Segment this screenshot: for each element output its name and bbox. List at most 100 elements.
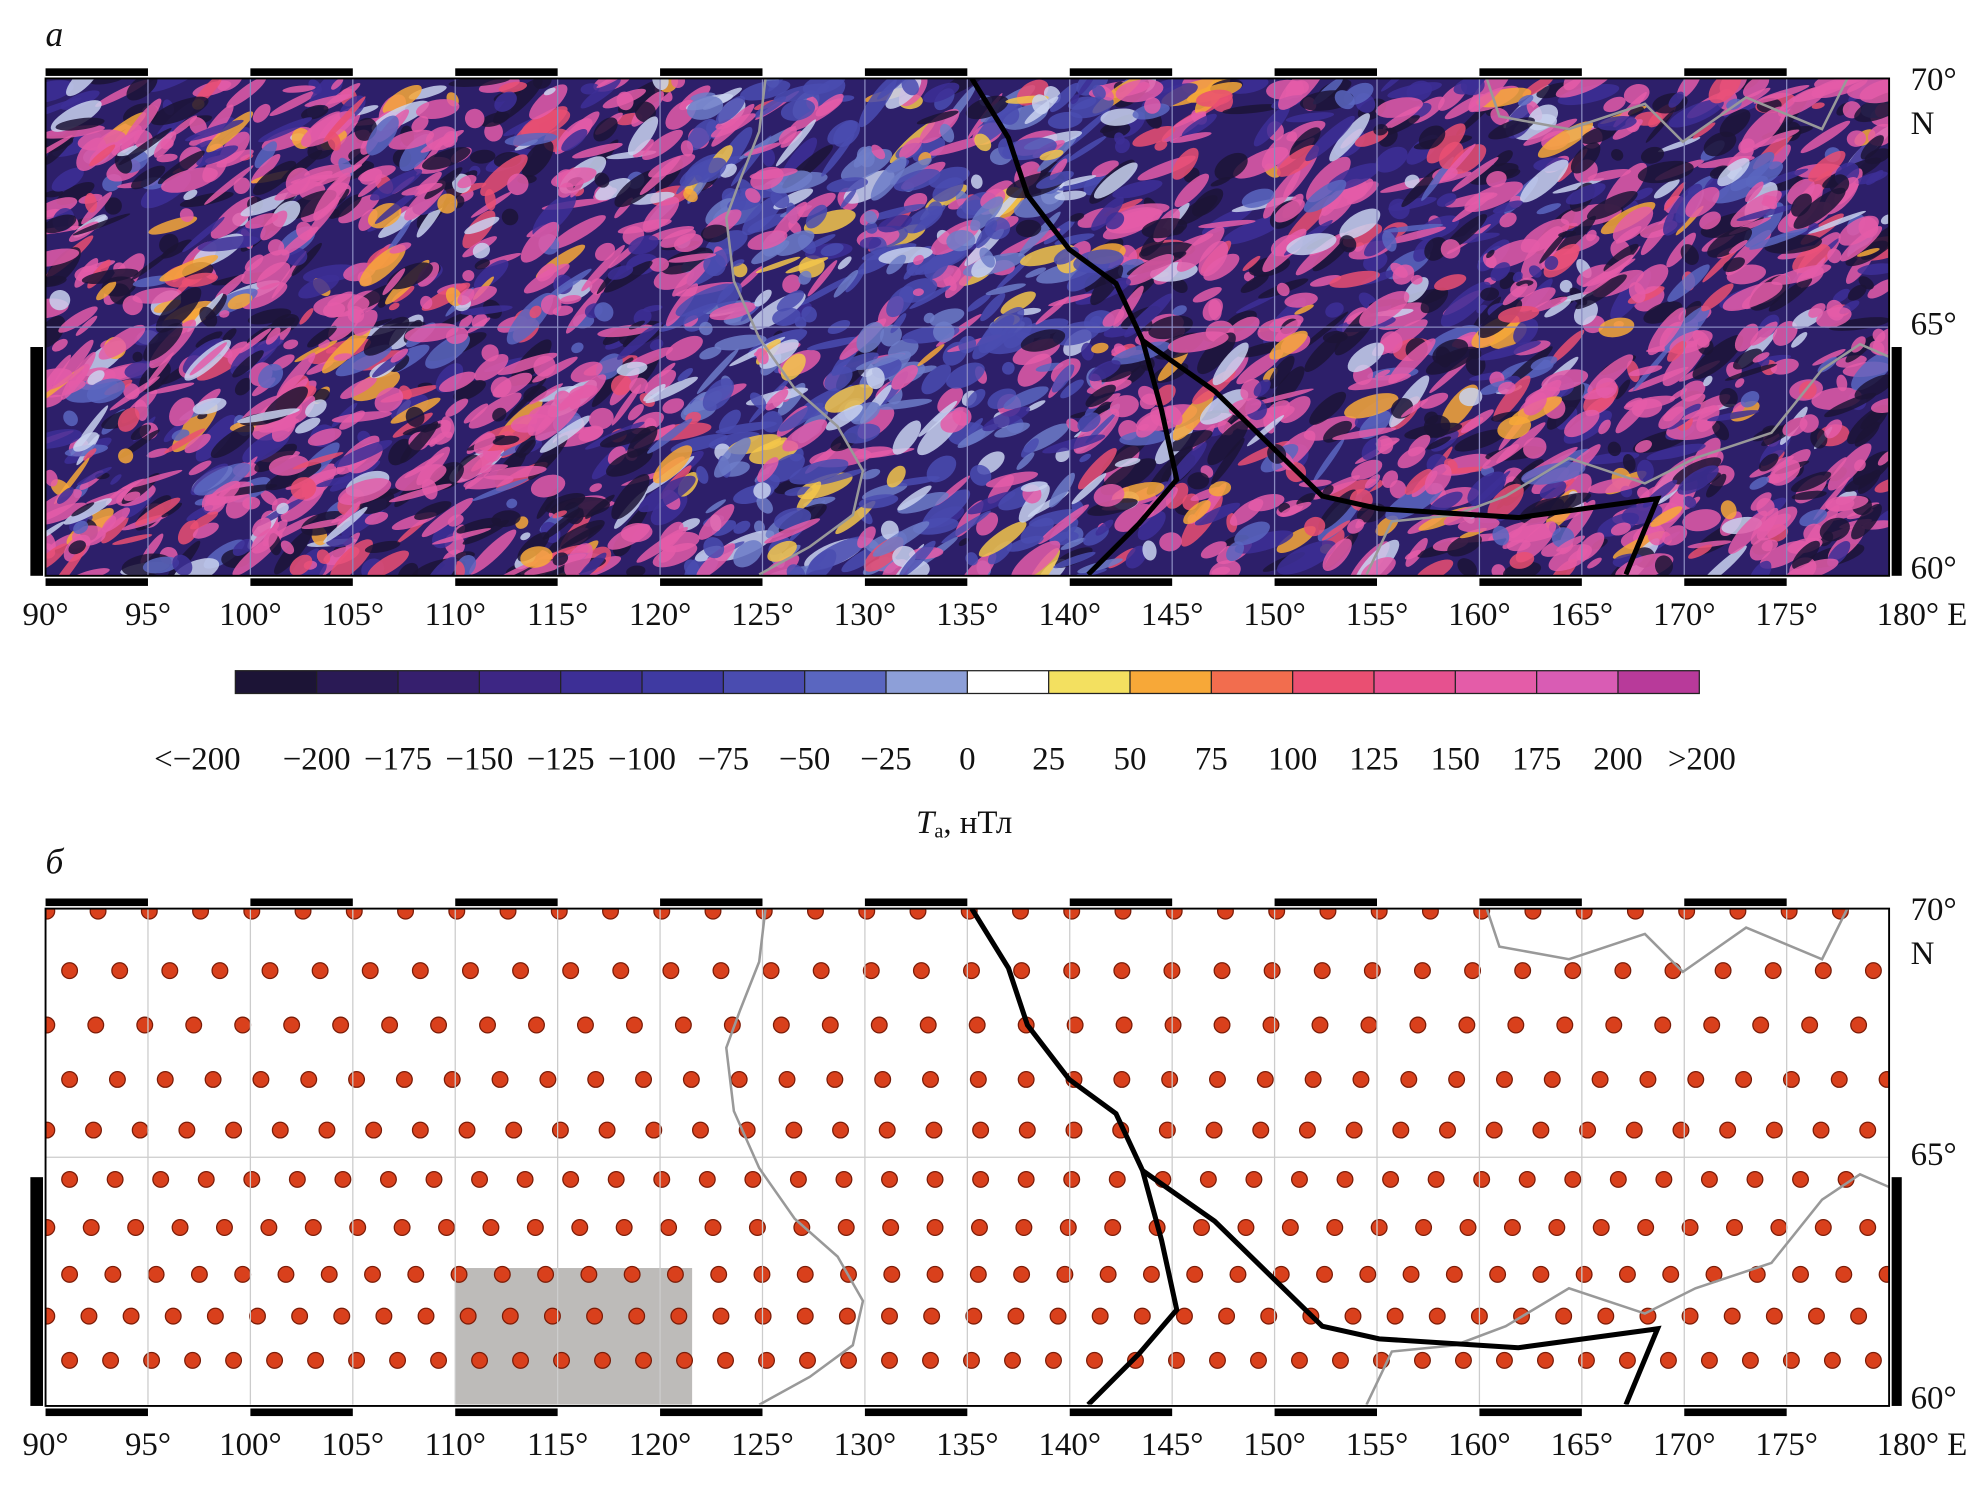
anomaly-patch <box>1102 309 1125 327</box>
anomaly-patch <box>1200 541 1227 559</box>
anomaly-patch <box>1811 102 1825 109</box>
anomaly-patch <box>665 335 703 361</box>
anomaly-patch <box>1587 557 1602 569</box>
anomaly-patch <box>1347 342 1385 373</box>
anomaly-patch <box>672 258 711 297</box>
frame-bar <box>1274 68 1378 76</box>
station-dot <box>45 908 56 920</box>
anomaly-patch <box>76 466 112 486</box>
x-tick-label: 135° <box>936 1427 998 1463</box>
anomaly-patch <box>142 556 180 574</box>
station-dot <box>1218 1307 1236 1325</box>
anomaly-patch <box>1478 340 1541 361</box>
station-dot <box>1165 908 1183 920</box>
map-frame <box>44 907 1891 1407</box>
station-dot <box>1209 1070 1226 1088</box>
station-dot <box>881 1351 898 1369</box>
frame-bar <box>1684 898 1787 907</box>
x-tick-label: 95° <box>125 1427 171 1463</box>
station-dot <box>407 1265 425 1283</box>
station-dot <box>1237 1219 1255 1236</box>
anomaly-patch <box>918 400 958 437</box>
anomaly-patch <box>886 465 906 488</box>
station-dot <box>1360 1016 1378 1034</box>
anomaly-patch <box>292 452 344 470</box>
anomaly-patch <box>820 243 844 257</box>
anomaly-patch <box>353 309 378 336</box>
station-dot <box>1186 1265 1204 1283</box>
anomaly-patch <box>599 427 651 448</box>
anomaly-patch <box>1530 356 1558 371</box>
anomaly-patch <box>1025 400 1046 412</box>
frame-bar <box>45 1408 148 1417</box>
anomaly-patch <box>45 315 66 348</box>
station-dot <box>1063 1170 1081 1188</box>
anomaly-patch <box>698 504 735 540</box>
anomaly-patch <box>1838 215 1879 246</box>
anomaly-patch <box>1762 195 1778 210</box>
anomaly-patch <box>424 167 463 200</box>
anomaly-patch <box>1724 363 1777 381</box>
station-dot <box>1066 1016 1084 1034</box>
station-dot <box>1536 1351 1554 1369</box>
anomaly-patch <box>143 322 183 362</box>
anomaly-patch <box>1867 278 1890 299</box>
anomaly-patch <box>1070 94 1080 105</box>
anomaly-patch <box>258 363 284 389</box>
anomaly-patch <box>285 167 311 195</box>
station-dot <box>143 1351 161 1369</box>
anomaly-patch <box>1750 507 1779 545</box>
anomaly-patch <box>662 398 685 414</box>
station-dot <box>587 1070 605 1088</box>
anomaly-patch <box>431 528 492 545</box>
anomaly-patch <box>260 490 278 506</box>
anomaly-patch <box>464 108 485 129</box>
anomaly-patch <box>1854 421 1880 447</box>
station-dot <box>1445 1265 1463 1283</box>
station-dot <box>1659 1351 1677 1369</box>
anomaly-patch <box>1791 332 1808 348</box>
anomaly-patch <box>1332 427 1397 440</box>
anomaly-patch <box>415 99 460 120</box>
anomaly-patch <box>1491 564 1506 576</box>
station-dot <box>919 1016 937 1034</box>
station-dot <box>1344 1307 1362 1325</box>
anomaly-patch <box>401 182 443 196</box>
anomaly-patch <box>1321 520 1351 541</box>
station-dot <box>968 1016 986 1034</box>
anomaly-patch <box>1854 374 1890 400</box>
station-dot <box>1678 908 1696 920</box>
anomaly-patch <box>886 286 915 318</box>
anomaly-patch <box>45 125 105 139</box>
plate-boundary <box>1141 1168 1662 1405</box>
anomaly-patch <box>72 213 131 236</box>
station-dot <box>1086 1351 1103 1369</box>
anomaly-patch <box>1520 159 1569 203</box>
anomaly-patch <box>1055 175 1097 187</box>
anomaly-patch <box>940 123 955 143</box>
anomaly-patch <box>1404 422 1463 440</box>
station-dot <box>1281 1219 1299 1236</box>
anomaly-patch <box>1637 486 1650 500</box>
station-dot <box>837 1219 855 1236</box>
anomaly-patch <box>382 268 406 296</box>
anomaly-patch <box>90 78 124 85</box>
anomaly-patch <box>703 537 725 559</box>
anomaly-patch <box>1811 78 1872 93</box>
anomaly-patch <box>877 398 933 410</box>
anomaly-patch <box>1719 109 1751 138</box>
anomaly-patch <box>1170 132 1212 143</box>
anomaly-patch <box>1799 509 1828 527</box>
station-dot <box>1133 1307 1151 1325</box>
anomaly-patch <box>1329 270 1380 288</box>
anomaly-patch <box>254 443 297 473</box>
frame-bar <box>455 578 558 586</box>
anomaly-patch <box>1087 498 1138 516</box>
anomaly-patch <box>886 254 907 275</box>
anomaly-patch <box>1159 532 1182 552</box>
anomaly-patch <box>581 244 625 292</box>
anomaly-patch <box>919 108 960 144</box>
colorbar-label: −125 <box>527 741 595 777</box>
anomaly-patch <box>252 103 271 123</box>
anomaly-patch <box>569 374 607 410</box>
